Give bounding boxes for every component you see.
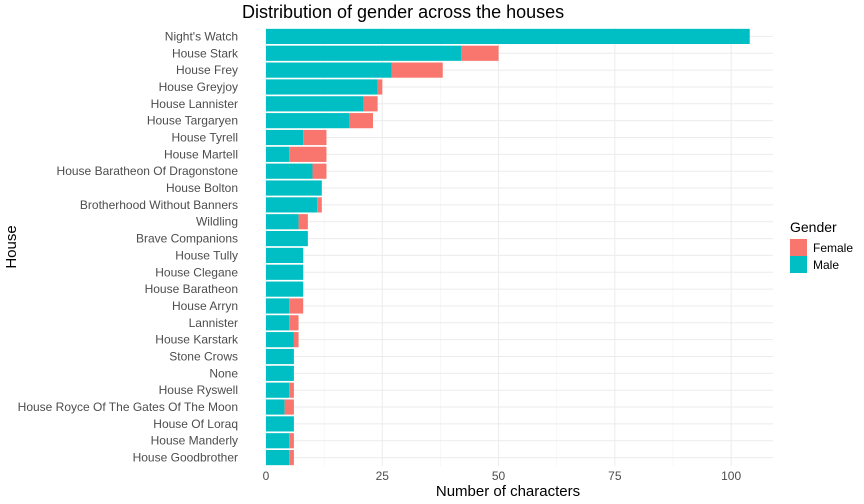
bar-male xyxy=(266,433,290,449)
y-tick-label: Wildling xyxy=(196,215,238,229)
x-tick-label: 75 xyxy=(608,469,622,483)
bar-female xyxy=(289,315,299,331)
bar-male xyxy=(266,113,350,129)
y-tick-label: House Tully xyxy=(175,248,238,262)
y-tick-label: House Baratheon Of Dragonstone xyxy=(57,164,239,178)
bar-female xyxy=(303,129,327,146)
y-tick-labels: Night's Watch House Stark House Frey House … xyxy=(18,29,239,464)
bar-male xyxy=(266,180,322,196)
y-tick-label: House Greyjoy xyxy=(159,80,238,94)
bar-female xyxy=(391,62,443,78)
legend: Gender Female Male xyxy=(790,219,853,273)
legend-title: Gender xyxy=(790,219,837,235)
y-tick-label: House Frey xyxy=(176,63,238,77)
bar-male xyxy=(266,247,304,264)
bar-male xyxy=(266,45,462,61)
bars xyxy=(266,28,750,466)
y-tick-label: House Martell xyxy=(164,147,238,161)
y-tick-label: House Arryn xyxy=(172,299,238,313)
bar-female xyxy=(317,197,322,213)
y-tick-label: House Lannister xyxy=(151,97,238,111)
y-tick-label: House Manderly xyxy=(151,434,238,448)
y-tick-label: House Ryswell xyxy=(159,383,238,397)
y-tick-label: Stone Crows xyxy=(169,350,238,364)
y-tick-label: House Targaryen xyxy=(147,114,238,128)
x-tick-label: 0 xyxy=(263,469,270,483)
bar-female xyxy=(377,79,383,95)
y-tick-label: House Of Loraq xyxy=(153,417,238,431)
bar-male xyxy=(266,365,294,381)
bar-female xyxy=(349,113,373,129)
bar-female xyxy=(298,214,308,230)
y-axis-title: House xyxy=(3,225,20,268)
y-tick-label: None xyxy=(209,366,238,380)
x-tick-label: 25 xyxy=(376,469,390,483)
bar-male xyxy=(266,332,294,348)
y-tick-label: Night's Watch xyxy=(165,29,238,43)
bar-male xyxy=(266,96,364,112)
legend-key-female xyxy=(790,239,807,256)
y-tick-label: Brave Companions xyxy=(136,232,238,246)
bar-male xyxy=(266,28,750,45)
legend-label-male: Male xyxy=(813,258,839,272)
bar-male xyxy=(266,62,392,78)
bar-male xyxy=(266,197,318,213)
y-tick-label: Lannister xyxy=(189,316,238,330)
bar-male xyxy=(266,382,290,398)
bar-female xyxy=(289,382,294,398)
bar-female xyxy=(289,433,294,449)
chart-title: Distribution of gender across the houses xyxy=(242,2,564,22)
x-tick-label: 50 xyxy=(492,469,506,483)
bar-male xyxy=(266,129,304,146)
bar-male xyxy=(266,264,304,280)
x-tick-label: 100 xyxy=(721,469,741,483)
bar-male xyxy=(266,230,308,247)
y-tick-label: House Tyrell xyxy=(172,131,238,145)
bar-female xyxy=(289,298,304,314)
y-tick-label: House Baratheon xyxy=(145,282,238,296)
bar-female xyxy=(312,163,327,179)
bar-male xyxy=(266,79,378,95)
bar-female xyxy=(363,96,378,112)
bar-male xyxy=(266,298,290,314)
legend-key-male xyxy=(790,256,807,273)
x-axis-title: Number of characters xyxy=(436,483,580,500)
y-tick-label: House Stark xyxy=(172,46,239,60)
bar-male xyxy=(266,449,290,466)
bar-female xyxy=(461,45,499,61)
bar-male xyxy=(266,146,290,162)
legend-label-female: Female xyxy=(813,241,853,255)
bar-female xyxy=(284,399,294,415)
y-tick-label: House Clegane xyxy=(155,265,238,279)
x-tick-labels: 0 25 50 75 100 xyxy=(263,469,742,483)
bar-female xyxy=(289,146,327,162)
bar-male xyxy=(266,348,294,365)
bar-male xyxy=(266,315,290,331)
y-tick-label: House Goodbrother xyxy=(133,451,238,465)
bar-female xyxy=(293,332,299,348)
bar-male xyxy=(266,214,299,230)
bar-male xyxy=(266,416,294,432)
y-tick-label: House Karstark xyxy=(155,333,239,347)
bar-male xyxy=(266,281,304,297)
y-tick-label: House Bolton xyxy=(166,181,238,195)
bar-female xyxy=(289,449,294,466)
y-tick-label: Brotherhood Without Banners xyxy=(80,198,238,212)
bar-male xyxy=(266,399,285,415)
y-tick-label: House Royce Of The Gates Of The Moon xyxy=(18,400,238,414)
bar-male xyxy=(266,163,313,179)
